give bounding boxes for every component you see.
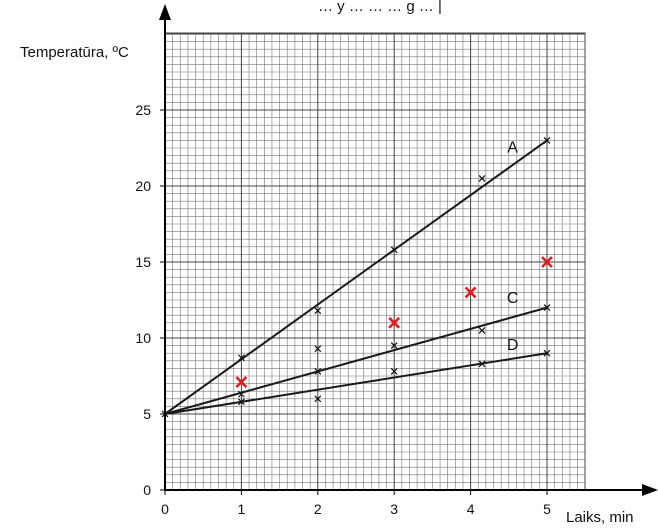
x-tick-label: 2	[314, 501, 322, 517]
data-point	[161, 410, 169, 418]
data-point	[237, 390, 245, 398]
data-point	[390, 246, 398, 254]
marker-stroke	[314, 345, 322, 353]
marker-stroke	[161, 410, 169, 418]
data-markers	[161, 136, 553, 418]
x-tick-label: 3	[390, 501, 398, 517]
axes	[159, 4, 658, 496]
data-point	[237, 398, 245, 406]
data-point-red	[235, 376, 248, 388]
y-tick-label: 15	[135, 254, 151, 270]
marker-stroke	[478, 174, 486, 182]
data-point	[543, 349, 551, 357]
data-point	[314, 368, 322, 375]
line-a-label: A	[507, 140, 518, 157]
data-point-red	[541, 256, 553, 268]
x-tick-label: 5	[543, 501, 551, 517]
data-point	[314, 307, 322, 315]
x-axis-title: Laiks, min	[566, 509, 634, 526]
x-tick-label: 1	[238, 501, 246, 517]
x-tick-label: 4	[467, 501, 475, 517]
marker-stroke	[314, 395, 322, 403]
data-point	[237, 354, 245, 362]
data-point	[390, 342, 398, 350]
data-point-red	[388, 316, 401, 329]
line-c-label: C	[507, 290, 519, 307]
marker-stroke	[543, 136, 551, 144]
marker-stroke	[543, 304, 551, 312]
data-point	[543, 136, 551, 144]
data-point	[543, 304, 551, 312]
cropped-top-text: … y … … … g … |	[318, 0, 442, 15]
marker-stroke	[390, 368, 398, 375]
marker-stroke	[543, 349, 551, 357]
y-tick-label: 0	[143, 482, 151, 498]
data-point	[478, 174, 486, 182]
marker-stroke	[464, 286, 477, 299]
marker-stroke	[314, 307, 322, 315]
data-point	[314, 345, 322, 353]
data-point	[478, 326, 486, 334]
y-tick-label: 10	[135, 330, 151, 346]
marker-stroke	[478, 360, 486, 368]
data-point	[390, 368, 398, 375]
line-d-label: D	[507, 337, 519, 354]
y-tick-label: 25	[135, 102, 151, 118]
data-point	[478, 360, 486, 368]
marker-stroke	[235, 376, 248, 388]
marker-stroke	[314, 368, 322, 375]
marker-stroke	[478, 326, 486, 334]
data-point-red	[464, 286, 477, 299]
y-tick-label: 5	[143, 406, 151, 422]
y-axis-title: Temperatūra, ºC	[20, 44, 129, 61]
line-c	[164, 306, 548, 415]
marker-stroke	[390, 342, 398, 350]
y-tick-label: 20	[135, 178, 151, 194]
marker-stroke	[237, 354, 245, 362]
data-point	[314, 395, 322, 403]
x-axis-arrow	[642, 484, 658, 496]
marker-stroke	[237, 390, 245, 398]
marker-stroke	[388, 316, 401, 329]
tick-labels: 0 1 2 3 4 5 0 5 10 15 20 25	[135, 102, 551, 517]
y-axis-arrow	[159, 4, 171, 20]
line-a	[164, 139, 548, 415]
marker-stroke	[237, 398, 245, 406]
marker-stroke	[541, 256, 553, 268]
x-tick-label: 0	[161, 501, 169, 517]
marker-stroke	[390, 246, 398, 254]
